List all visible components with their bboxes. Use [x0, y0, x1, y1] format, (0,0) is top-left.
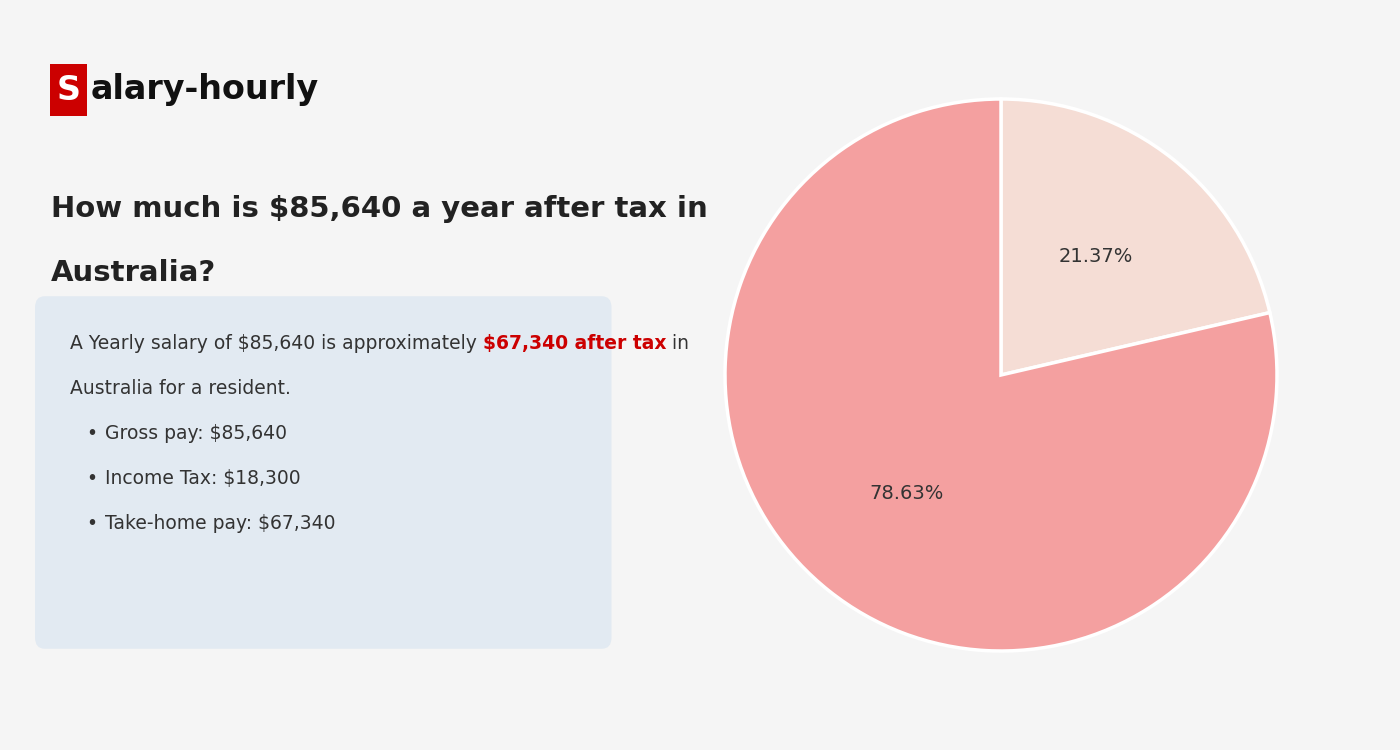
- Text: alary-hourly: alary-hourly: [91, 74, 319, 106]
- Text: •: •: [85, 514, 97, 532]
- Text: Take-home pay: $67,340: Take-home pay: $67,340: [105, 514, 336, 532]
- Text: 78.63%: 78.63%: [869, 484, 944, 503]
- Text: •: •: [85, 469, 97, 488]
- Wedge shape: [725, 99, 1277, 651]
- Text: Gross pay: $85,640: Gross pay: $85,640: [105, 424, 287, 442]
- Text: 21.37%: 21.37%: [1058, 247, 1133, 266]
- Text: A Yearly salary of $85,640 is approximately: A Yearly salary of $85,640 is approximat…: [70, 334, 483, 352]
- Text: Income Tax: $18,300: Income Tax: $18,300: [105, 469, 301, 488]
- Text: Australia?: Australia?: [50, 259, 216, 286]
- Text: •: •: [85, 424, 97, 442]
- FancyBboxPatch shape: [35, 296, 612, 649]
- Wedge shape: [1001, 99, 1270, 375]
- Text: S: S: [56, 74, 80, 106]
- Text: in: in: [666, 334, 689, 352]
- Text: How much is $85,640 a year after tax in: How much is $85,640 a year after tax in: [50, 195, 708, 223]
- Text: $67,340 after tax: $67,340 after tax: [483, 334, 666, 352]
- FancyBboxPatch shape: [49, 64, 87, 116]
- Text: Australia for a resident.: Australia for a resident.: [70, 379, 291, 398]
